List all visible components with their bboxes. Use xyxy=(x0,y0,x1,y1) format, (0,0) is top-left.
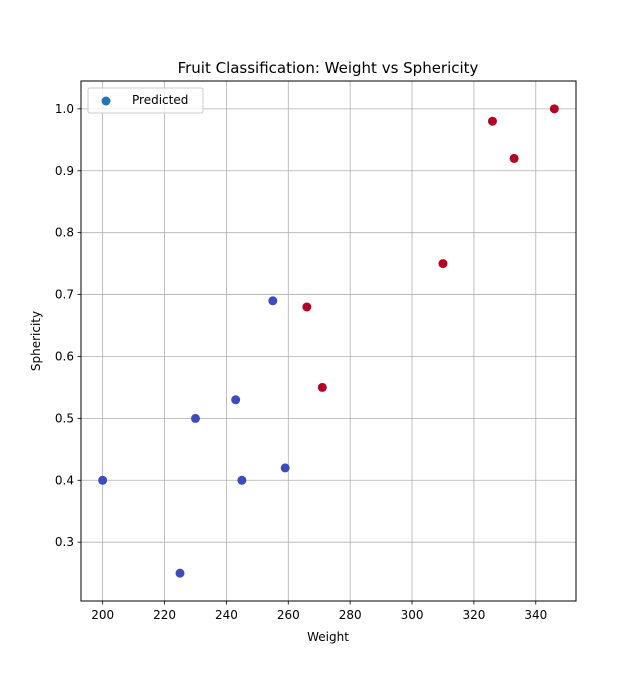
x-axis-label: Weight xyxy=(307,630,349,644)
y-tick-label: 0.5 xyxy=(55,411,74,425)
legend-label: Predicted xyxy=(132,93,188,107)
scatter-point xyxy=(280,463,290,473)
plot-frame xyxy=(80,80,577,602)
y-tick-label: 0.7 xyxy=(55,288,74,302)
y-tick-label: 1.0 xyxy=(55,102,74,116)
y-tick-label: 0.8 xyxy=(55,226,74,240)
scatter-point xyxy=(487,116,497,126)
scatter-point xyxy=(98,475,108,485)
x-tick-label: 260 xyxy=(277,608,300,622)
x-tick-label: 240 xyxy=(215,608,238,622)
scatter-point xyxy=(175,568,185,578)
axis-ticks: 200 220 240 260 280 300 320 340 0.3 0.4 0.5 0.6 0.7 0… xyxy=(55,102,547,622)
scatter-point xyxy=(237,475,247,485)
y-tick-label: 0.6 xyxy=(55,349,74,363)
y-tick-label: 0.9 xyxy=(55,164,74,178)
scatter-point xyxy=(268,296,278,306)
x-tick-label: 340 xyxy=(524,608,547,622)
x-tick-label: 220 xyxy=(153,608,176,622)
chart-title: Fruit Classification: Weight vs Spherici… xyxy=(178,59,479,77)
scatter-point xyxy=(190,413,200,423)
legend: Predicted xyxy=(87,87,204,114)
scatter-point xyxy=(549,104,559,114)
scatter-point xyxy=(509,153,519,163)
legend-box xyxy=(87,87,204,114)
data-points xyxy=(98,104,559,578)
scatter-point xyxy=(317,382,327,392)
scatter-point xyxy=(302,302,312,312)
x-tick-label: 200 xyxy=(91,608,114,622)
scatter-point xyxy=(231,395,241,405)
y-tick-label: 0.4 xyxy=(55,473,74,487)
scatter-point xyxy=(438,259,448,269)
y-tick-label: 0.3 xyxy=(55,535,74,549)
y-axis-label: Sphericity xyxy=(29,311,43,371)
x-tick-label: 300 xyxy=(401,608,424,622)
legend-marker xyxy=(101,96,111,106)
x-tick-label: 320 xyxy=(462,608,485,622)
grid xyxy=(81,81,576,601)
x-tick-label: 280 xyxy=(339,608,362,622)
